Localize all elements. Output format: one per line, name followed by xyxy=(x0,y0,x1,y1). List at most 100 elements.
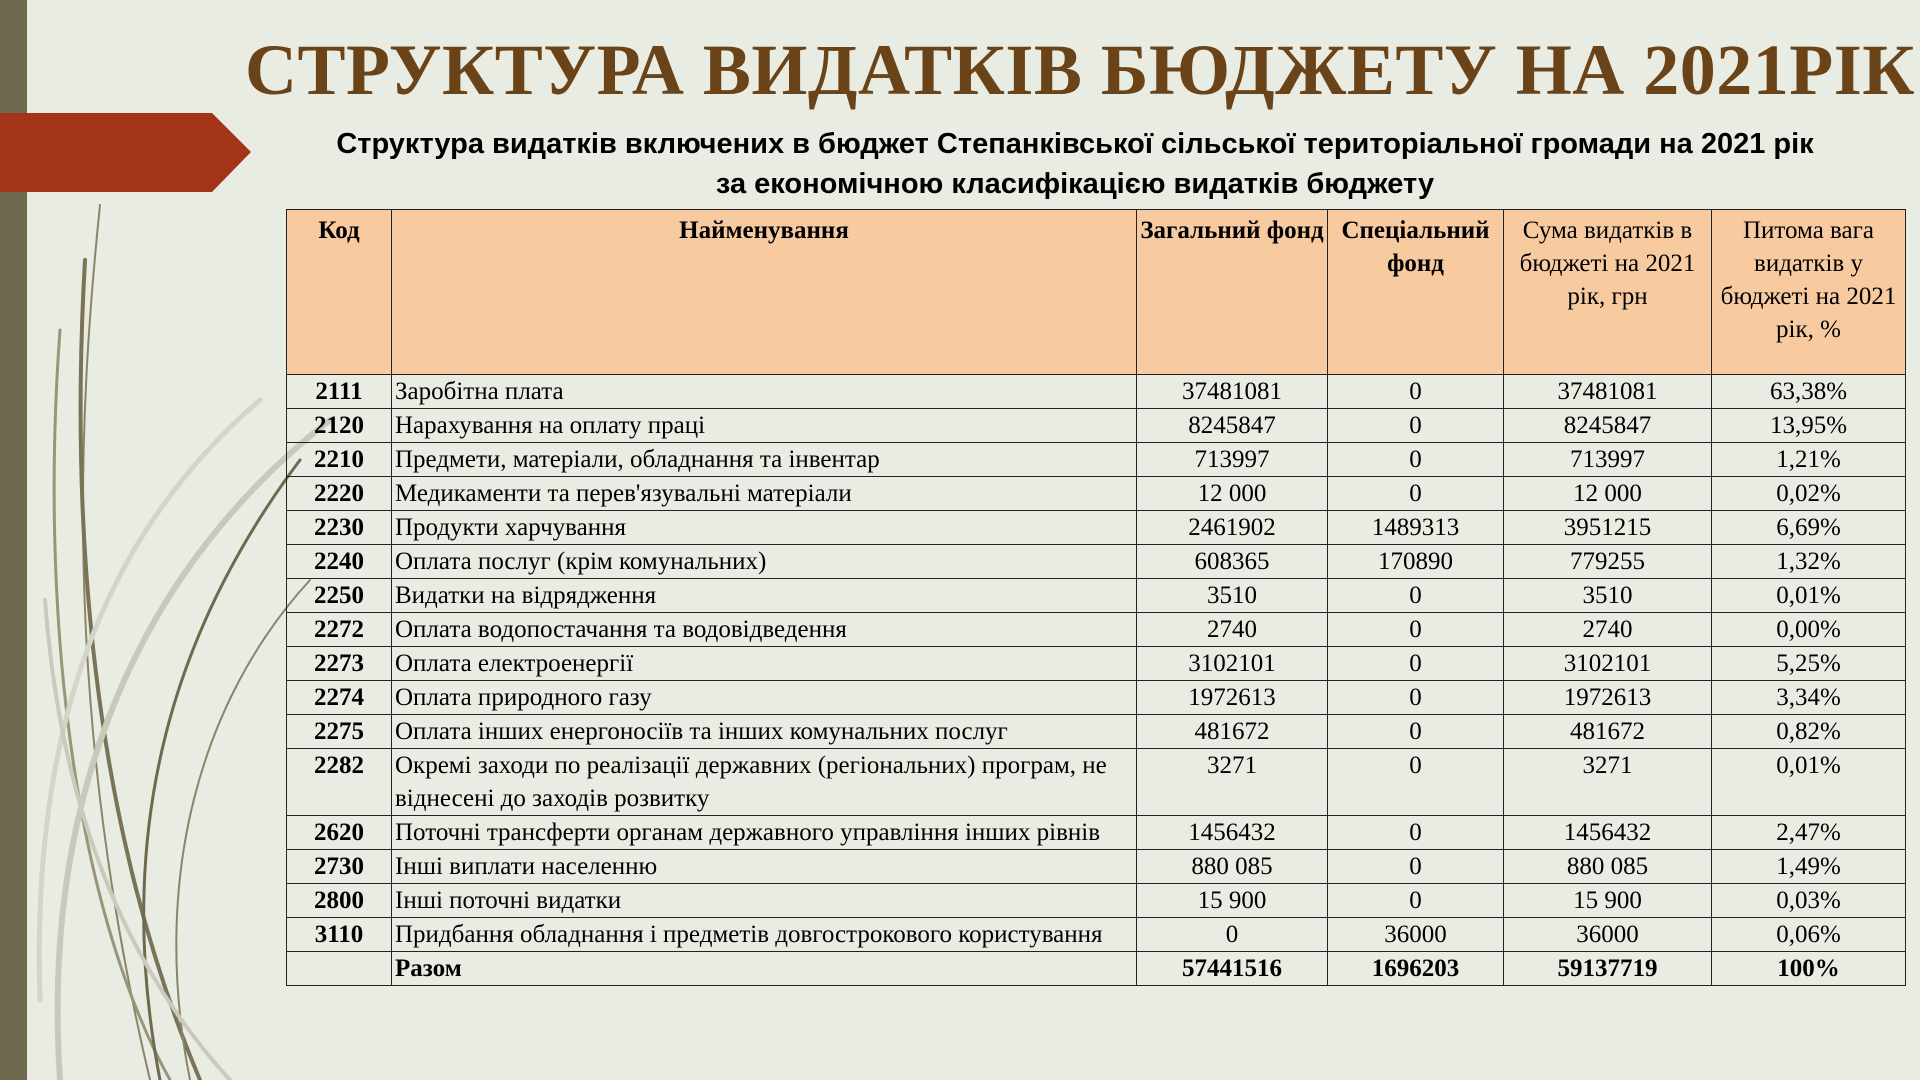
name-cell: Придбання обладнання і предметів довгост… xyxy=(391,917,1137,952)
code-cell: 2120 xyxy=(286,408,392,443)
table-row: 2220 Медикаменти та перев'язувальні матер… xyxy=(286,476,1906,511)
code-cell: 2274 xyxy=(286,680,392,715)
value-cell: 0 xyxy=(1327,612,1504,647)
value-cell: 1456432 xyxy=(1503,815,1712,850)
code-cell: 2800 xyxy=(286,883,392,918)
value-cell: 3102101 xyxy=(1503,646,1712,681)
value-cell: 12 000 xyxy=(1503,476,1712,511)
value-cell: 0 xyxy=(1327,442,1504,477)
value-cell: 0 xyxy=(1327,883,1504,918)
value-cell: 37481081 xyxy=(1136,374,1328,409)
value-cell: 2461902 xyxy=(1136,510,1328,545)
table-row: 2210 Предмети, матеріали, обладнання та і… xyxy=(286,442,1906,477)
value-cell: 0 xyxy=(1136,917,1328,952)
empty-cell xyxy=(286,951,392,986)
header-cell: Спеціальний фонд xyxy=(1327,209,1504,375)
code-cell: 2240 xyxy=(286,544,392,579)
value-cell: 880 085 xyxy=(1503,849,1712,884)
value-cell: 0,00% xyxy=(1711,612,1906,647)
name-cell: Оплата природного газу xyxy=(391,680,1137,715)
value-cell: 0 xyxy=(1327,714,1504,749)
value-cell: 3271 xyxy=(1503,748,1712,816)
value-cell: 0,01% xyxy=(1711,578,1906,613)
table-row: 2240 Оплата послуг (крім комунальних) 6083… xyxy=(286,544,1906,579)
value-cell: 2740 xyxy=(1503,612,1712,647)
value-cell: 2740 xyxy=(1136,612,1328,647)
value-cell: 2,47% xyxy=(1711,815,1906,850)
decorative-curves xyxy=(36,204,333,1080)
value-cell: 170890 xyxy=(1327,544,1504,579)
total-value: 100% xyxy=(1711,951,1906,986)
value-cell: 0 xyxy=(1327,748,1504,816)
name-cell: Продукти харчування xyxy=(391,510,1137,545)
value-cell: 8245847 xyxy=(1503,408,1712,443)
name-cell: Предмети, матеріали, обладнання та інвен… xyxy=(391,442,1137,477)
subtitle-line: за економічною класифікацією видатків бю… xyxy=(715,168,1435,200)
value-cell: 13,95% xyxy=(1711,408,1906,443)
value-cell: 481672 xyxy=(1503,714,1712,749)
code-cell: 2111 xyxy=(286,374,392,409)
budget-table: Код Найменування Загальний фонд Спеціальний… xyxy=(286,209,1906,986)
code-cell: 2230 xyxy=(286,510,392,545)
value-cell: 0,02% xyxy=(1711,476,1906,511)
value-cell: 608365 xyxy=(1136,544,1328,579)
value-cell: 0 xyxy=(1327,849,1504,884)
value-cell: 15 900 xyxy=(1503,883,1712,918)
total-value: 59137719 xyxy=(1503,951,1712,986)
value-cell: 481672 xyxy=(1136,714,1328,749)
name-cell: Оплата електроенергії xyxy=(391,646,1137,681)
code-cell: 2220 xyxy=(286,476,392,511)
code-cell: 2275 xyxy=(286,714,392,749)
table-row: 2250 Видатки на відрядження 3510 0 3510 0,01% xyxy=(286,578,1906,613)
table-row: 2730 Інші виплати населенню 880 085 0 880 08… xyxy=(286,849,1906,884)
value-cell: 1456432 xyxy=(1136,815,1328,850)
total-row: Разом 57441516 1696203 59137719 100% xyxy=(286,951,1906,986)
value-cell: 0,82% xyxy=(1711,714,1906,749)
table-row: 2111 Заробітна плата 37481081 0 37481081 63,3… xyxy=(286,374,1906,409)
value-cell: 1,21% xyxy=(1711,442,1906,477)
value-cell: 0,06% xyxy=(1711,917,1906,952)
value-cell: 880 085 xyxy=(1136,849,1328,884)
total-label: Разом xyxy=(391,951,1137,986)
table-row: 3110 Придбання обладнання і предметів дов… xyxy=(286,917,1906,952)
code-cell: 2620 xyxy=(286,815,392,850)
header-row: Код Найменування Загальний фонд Спеціальний… xyxy=(286,209,1906,375)
value-cell: 3951215 xyxy=(1503,510,1712,545)
value-cell: 0 xyxy=(1327,476,1504,511)
name-cell: Інші виплати населенню xyxy=(391,849,1137,884)
value-cell: 1,49% xyxy=(1711,849,1906,884)
code-cell: 2273 xyxy=(286,646,392,681)
subtitle-line: Структура видатків включених в бюджет Ст… xyxy=(336,128,1814,160)
value-cell: 0 xyxy=(1327,680,1504,715)
total-value: 57441516 xyxy=(1136,951,1328,986)
name-cell: Оплата інших енергоносіїв та інших комун… xyxy=(391,714,1137,749)
value-cell: 779255 xyxy=(1503,544,1712,579)
value-cell: 0,03% xyxy=(1711,883,1906,918)
name-cell: Оплата послуг (крім комунальних) xyxy=(391,544,1137,579)
code-cell: 2282 xyxy=(286,748,392,816)
table-row: 2274 Оплата природного газу 1972613 0 197261… xyxy=(286,680,1906,715)
value-cell: 1972613 xyxy=(1503,680,1712,715)
value-cell: 3102101 xyxy=(1136,646,1328,681)
table-row: 2273 Оплата електроенергії 3102101 0 3102101… xyxy=(286,646,1906,681)
table-row: 2282 Окремі заходи по реалізації державни… xyxy=(286,748,1906,816)
name-cell: Інші поточні видатки xyxy=(391,883,1137,918)
code-cell: 2250 xyxy=(286,578,392,613)
value-cell: 3510 xyxy=(1136,578,1328,613)
total-value: 1696203 xyxy=(1327,951,1504,986)
table-row: 2800 Інші поточні видатки 15 900 0 15 900 0,0… xyxy=(286,883,1906,918)
value-cell: 15 900 xyxy=(1136,883,1328,918)
name-cell: Оплата водопостачання та водовідведення xyxy=(391,612,1137,647)
value-cell: 1,32% xyxy=(1711,544,1906,579)
value-cell: 713997 xyxy=(1503,442,1712,477)
subtitle: Структура видатків включених в бюджет Ст… xyxy=(250,124,1900,204)
name-cell: Поточні трансферти органам державного уп… xyxy=(391,815,1137,850)
value-cell: 36000 xyxy=(1503,917,1712,952)
value-cell: 12 000 xyxy=(1136,476,1328,511)
value-cell: 0 xyxy=(1327,408,1504,443)
table-row: 2230 Продукти харчування 2461902 1489313 395… xyxy=(286,510,1906,545)
name-cell: Видатки на відрядження xyxy=(391,578,1137,613)
value-cell: 6,69% xyxy=(1711,510,1906,545)
